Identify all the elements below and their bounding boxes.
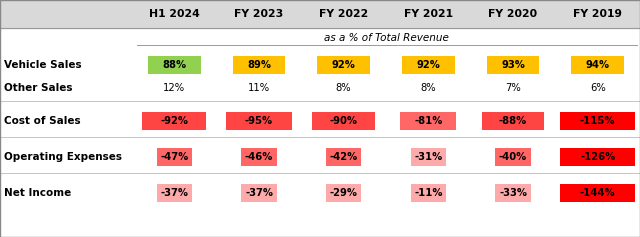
- FancyBboxPatch shape: [400, 112, 456, 130]
- Text: FY 2019: FY 2019: [573, 9, 622, 19]
- FancyBboxPatch shape: [233, 56, 285, 74]
- FancyBboxPatch shape: [410, 184, 446, 202]
- Text: Net Income: Net Income: [4, 188, 71, 198]
- FancyBboxPatch shape: [241, 148, 276, 166]
- Text: 94%: 94%: [586, 60, 610, 70]
- Text: FY 2022: FY 2022: [319, 9, 368, 19]
- FancyBboxPatch shape: [312, 112, 375, 130]
- Text: -81%: -81%: [414, 116, 442, 126]
- FancyBboxPatch shape: [142, 112, 206, 130]
- Text: -37%: -37%: [245, 188, 273, 198]
- FancyBboxPatch shape: [241, 184, 276, 202]
- Text: -46%: -46%: [245, 152, 273, 162]
- FancyBboxPatch shape: [561, 184, 635, 202]
- FancyBboxPatch shape: [157, 184, 192, 202]
- Text: -29%: -29%: [330, 188, 358, 198]
- FancyBboxPatch shape: [561, 148, 635, 166]
- Text: Vehicle Sales: Vehicle Sales: [4, 60, 82, 70]
- Text: -126%: -126%: [580, 152, 615, 162]
- Text: -88%: -88%: [499, 116, 527, 126]
- FancyBboxPatch shape: [495, 184, 531, 202]
- Text: Other Sales: Other Sales: [4, 83, 72, 93]
- Text: -95%: -95%: [245, 116, 273, 126]
- Text: -40%: -40%: [499, 152, 527, 162]
- Text: Cost of Sales: Cost of Sales: [4, 116, 81, 126]
- FancyBboxPatch shape: [410, 148, 446, 166]
- Text: 12%: 12%: [163, 83, 186, 93]
- FancyBboxPatch shape: [157, 148, 192, 166]
- Text: -90%: -90%: [330, 116, 358, 126]
- Text: FY 2021: FY 2021: [404, 9, 453, 19]
- Text: 92%: 92%: [417, 60, 440, 70]
- Text: -144%: -144%: [580, 188, 616, 198]
- FancyBboxPatch shape: [487, 56, 540, 74]
- Text: Operating Expenses: Operating Expenses: [4, 152, 122, 162]
- Text: FY 2023: FY 2023: [234, 9, 284, 19]
- Text: 93%: 93%: [501, 60, 525, 70]
- Text: 7%: 7%: [505, 83, 521, 93]
- Text: -33%: -33%: [499, 188, 527, 198]
- FancyBboxPatch shape: [483, 112, 543, 130]
- Text: 92%: 92%: [332, 60, 356, 70]
- FancyBboxPatch shape: [572, 56, 624, 74]
- Text: 89%: 89%: [247, 60, 271, 70]
- Text: 11%: 11%: [248, 83, 270, 93]
- FancyBboxPatch shape: [402, 56, 454, 74]
- Text: 8%: 8%: [420, 83, 436, 93]
- Text: -37%: -37%: [161, 188, 188, 198]
- Text: 88%: 88%: [163, 60, 186, 70]
- Bar: [0, 0, 640, 28]
- FancyBboxPatch shape: [326, 184, 362, 202]
- FancyBboxPatch shape: [226, 112, 292, 130]
- Text: H1 2024: H1 2024: [149, 9, 200, 19]
- Text: as a % of Total Revenue: as a % of Total Revenue: [324, 33, 449, 43]
- Text: -92%: -92%: [161, 116, 188, 126]
- Text: -115%: -115%: [580, 116, 616, 126]
- Text: -42%: -42%: [330, 152, 358, 162]
- Text: -31%: -31%: [414, 152, 442, 162]
- FancyBboxPatch shape: [326, 148, 362, 166]
- FancyBboxPatch shape: [561, 112, 635, 130]
- FancyBboxPatch shape: [495, 148, 531, 166]
- Text: -11%: -11%: [414, 188, 443, 198]
- FancyBboxPatch shape: [317, 56, 370, 74]
- FancyBboxPatch shape: [148, 56, 200, 74]
- Text: FY 2020: FY 2020: [488, 9, 538, 19]
- Text: 6%: 6%: [590, 83, 605, 93]
- Text: -47%: -47%: [160, 152, 188, 162]
- Text: 8%: 8%: [336, 83, 351, 93]
